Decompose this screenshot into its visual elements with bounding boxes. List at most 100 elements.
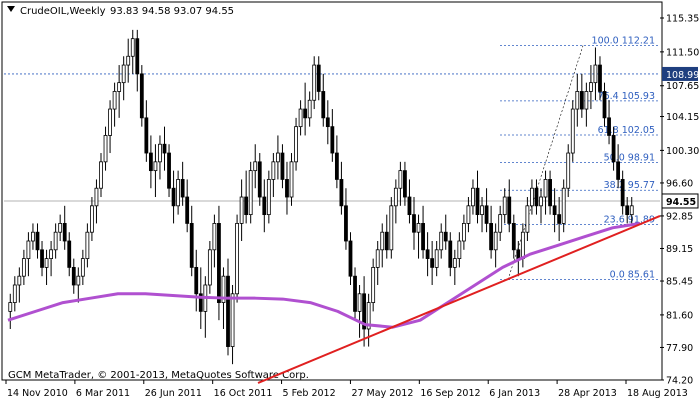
candle-body [543, 179, 548, 198]
candle-body [226, 275, 230, 347]
candle-body [561, 187, 566, 224]
candle-body [90, 205, 94, 233]
candle [362, 276, 366, 347]
candle [598, 56, 602, 101]
candle [271, 153, 276, 198]
candle [489, 205, 494, 259]
candle-body [85, 231, 90, 260]
candle [85, 223, 90, 268]
plot-area[interactable] [1, 1, 663, 381]
candle-body [412, 214, 416, 233]
price-tick-label: 92.85 [666, 211, 693, 222]
candle [103, 126, 108, 171]
candle-body [12, 284, 17, 303]
time-tick-label: 26 Jun 2011 [145, 388, 202, 399]
candle-body [493, 231, 498, 251]
candle [543, 170, 548, 215]
candle [185, 179, 190, 233]
candle [312, 56, 317, 110]
candle [8, 293, 13, 329]
candle [94, 179, 99, 224]
candle-body [162, 143, 167, 154]
candle [466, 197, 471, 233]
marked-level-value: 108.99 [666, 70, 699, 81]
candle-body [602, 91, 607, 119]
candle [266, 170, 271, 224]
candle-body [194, 266, 199, 295]
candle-body [71, 266, 76, 286]
candle [176, 170, 181, 215]
candle [26, 232, 31, 277]
candle-body [266, 179, 271, 216]
candle-body [198, 293, 203, 312]
candle [108, 100, 112, 154]
candle-body [502, 196, 507, 216]
candle-body [498, 214, 503, 233]
copyright-text: GCM MetaTrader, © 2001-2013, MetaQuotes … [8, 370, 309, 381]
candle-body [439, 231, 444, 251]
candle-body [244, 196, 249, 216]
price-axis: 115.35 111.50 107.65 104.15 100.30 96.60 92.85… [660, 14, 699, 387]
candle [498, 205, 503, 242]
candle [289, 153, 294, 206]
candle-body [94, 187, 99, 207]
candle-body [316, 64, 321, 92]
candle-body [620, 179, 625, 207]
candle-body [334, 152, 339, 180]
candle-body [158, 143, 162, 163]
candle [353, 267, 357, 321]
candle-body [207, 249, 212, 286]
trendline [257, 215, 661, 384]
candle [76, 267, 81, 303]
candle-body [148, 152, 153, 172]
time-tick-label: 6 Jan 2013 [489, 388, 540, 399]
candle-body [171, 187, 176, 207]
candle-body [593, 64, 598, 84]
candle-body [511, 223, 516, 251]
candle [21, 249, 26, 285]
candle [611, 126, 616, 171]
indicator-lines [7, 215, 661, 384]
candle-body [262, 196, 267, 216]
candle-body [480, 205, 484, 216]
candle [398, 161, 403, 206]
candle [375, 241, 380, 285]
candle [248, 161, 253, 224]
candle-body [616, 161, 621, 180]
candle [126, 38, 131, 83]
triangle-down-icon[interactable] [7, 6, 15, 12]
candle-body [298, 108, 303, 128]
price-tick-label: 89.15 [666, 244, 693, 255]
candle [130, 29, 135, 74]
candle-body [552, 205, 557, 216]
candle-body [31, 231, 35, 242]
candle-body [257, 161, 262, 198]
candle [148, 135, 153, 189]
candle [58, 214, 63, 242]
candle [67, 232, 72, 277]
candle-body [443, 231, 448, 242]
candle-body [276, 152, 280, 163]
candle-body [221, 275, 226, 303]
candles [8, 29, 634, 365]
candle-body [416, 223, 421, 233]
candle-body [235, 223, 239, 295]
candle-body [117, 82, 122, 92]
candle-body [76, 275, 81, 286]
candle [17, 267, 22, 303]
candle-body [112, 91, 117, 110]
candle [71, 258, 76, 294]
candle [253, 144, 258, 189]
time-tick-label: 16 Oct 2011 [214, 388, 273, 399]
candle [80, 249, 85, 285]
candle [425, 232, 430, 277]
candle-body [99, 161, 103, 189]
candle-body [49, 249, 53, 260]
candle-body [471, 187, 475, 207]
fibonacci-level-label: 23.6 91.89 [604, 214, 655, 225]
candle-body [321, 91, 326, 119]
time-tick-label: 16 Sep 2012 [420, 388, 480, 399]
candle-body [312, 64, 317, 101]
